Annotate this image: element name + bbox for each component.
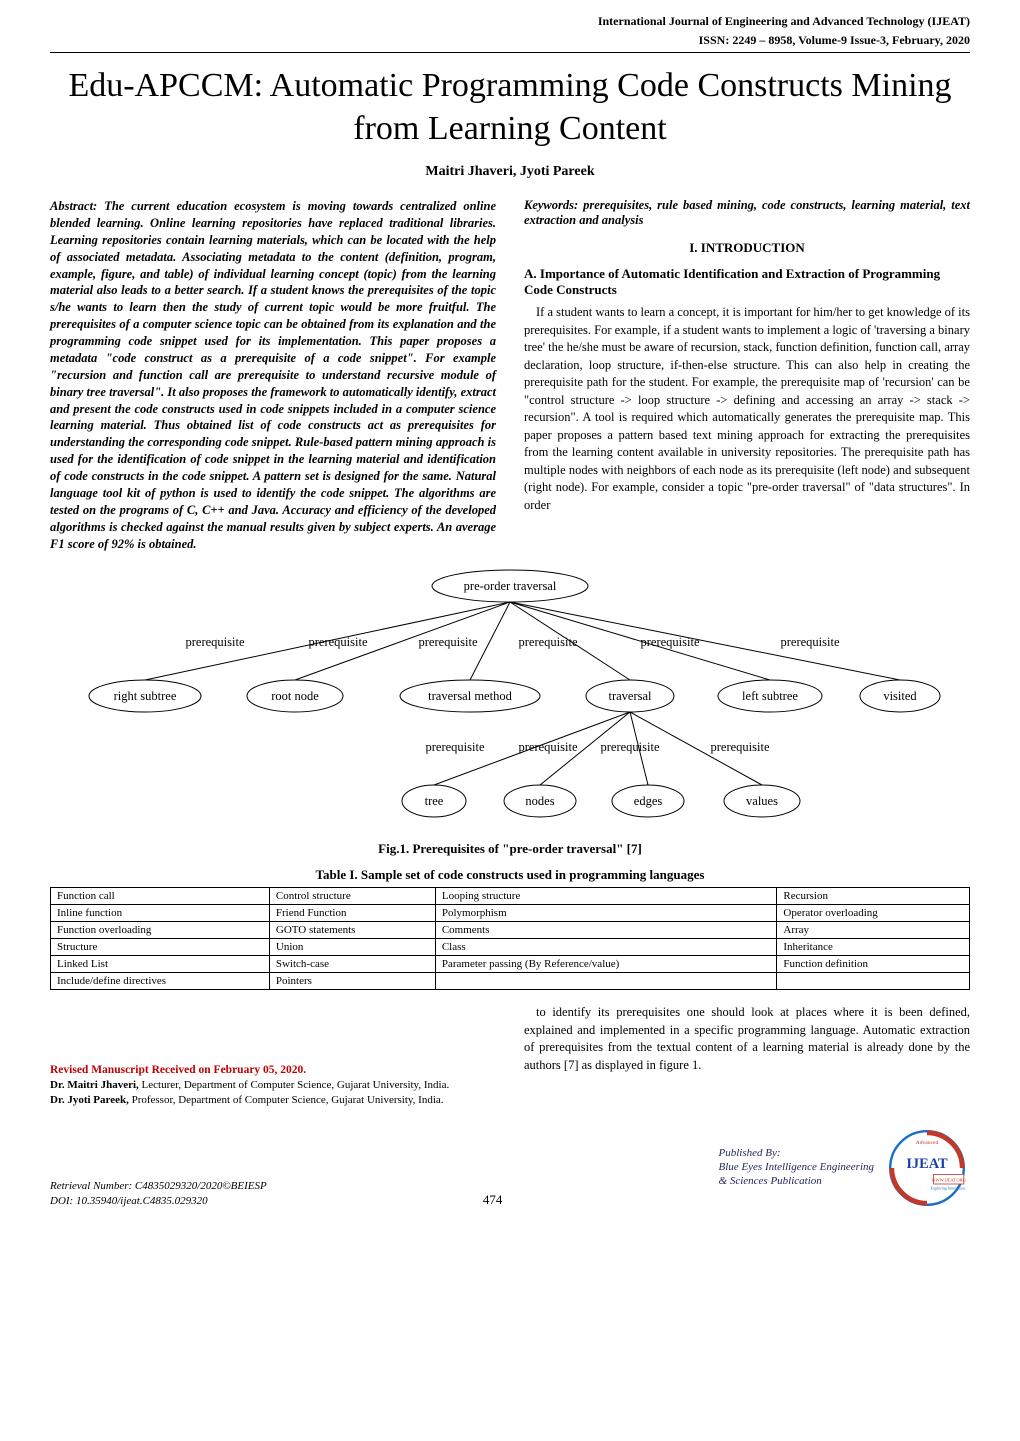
table-row: StructureUnionClassInheritance xyxy=(51,939,970,956)
svg-text:prerequisite: prerequisite xyxy=(780,635,839,649)
footer-right: Published By: Blue Eyes Intelligence Eng… xyxy=(719,1128,970,1208)
table-cell: GOTO statements xyxy=(269,922,435,939)
svg-text:prerequisite: prerequisite xyxy=(518,740,577,754)
svg-text:IJEAT: IJEAT xyxy=(906,1156,948,1172)
footer-left: Retrieval Number: C4835029320/2020©BEIES… xyxy=(50,1179,267,1208)
table-cell: Pointers xyxy=(269,973,435,990)
affil-2-name: Dr. Jyoti Pareek, xyxy=(50,1094,129,1106)
received-heading: Revised Manuscript Received on February … xyxy=(50,1064,496,1076)
table-row: Function overloadingGOTO statementsComme… xyxy=(51,922,970,939)
svg-text:values: values xyxy=(746,794,778,808)
table-row: Inline functionFriend FunctionPolymorphi… xyxy=(51,905,970,922)
table-cell: Include/define directives xyxy=(51,973,270,990)
doi: DOI: 10.35940/ijeat.C4835.029320 xyxy=(50,1194,267,1208)
svg-text:left subtree: left subtree xyxy=(742,689,798,703)
keywords-block: Keywords: prerequisites, rule based mini… xyxy=(524,198,970,228)
svg-text:traversal: traversal xyxy=(608,689,652,703)
subsection-a-heading: A. Importance of Automatic Identificatio… xyxy=(524,266,970,298)
table-cell: Polymorphism xyxy=(435,905,777,922)
intro-body: If a student wants to learn a concept, i… xyxy=(524,304,970,514)
affiliation-2: Dr. Jyoti Pareek, Professor, Department … xyxy=(50,1093,496,1108)
publisher-line-2: & Sciences Publication xyxy=(719,1175,874,1189)
table-cell: Friend Function xyxy=(269,905,435,922)
keywords-label: Keywords: xyxy=(524,198,578,212)
table-cell: Function overloading xyxy=(51,922,270,939)
abstract-text: The current education ecosystem is movin… xyxy=(50,199,496,551)
page-footer: Retrieval Number: C4835029320/2020©BEIES… xyxy=(50,1128,970,1208)
table-cell: Comments xyxy=(435,922,777,939)
table-cell: Looping structure xyxy=(435,888,777,905)
abstract-block: Abstract: The current education ecosyste… xyxy=(50,198,496,552)
affil-1-rest: Lecturer, Department of Computer Science… xyxy=(139,1079,449,1091)
prerequisite-tree-diagram: prerequisite prerequisite prerequisite prer… xyxy=(50,566,970,826)
table-cell: Linked List xyxy=(51,956,270,973)
table-cell: Operator overloading xyxy=(777,905,970,922)
svg-text:right subtree: right subtree xyxy=(114,689,177,703)
svg-text:nodes: nodes xyxy=(525,794,554,808)
svg-text:prerequisite: prerequisite xyxy=(518,635,577,649)
table-row: Function callControl structureLooping st… xyxy=(51,888,970,905)
table-cell: Inheritance xyxy=(777,939,970,956)
svg-text:WWW.IJEAT.ORG: WWW.IJEAT.ORG xyxy=(931,1178,966,1183)
svg-text:prerequisite: prerequisite xyxy=(640,635,699,649)
svg-text:prerequisite: prerequisite xyxy=(710,740,769,754)
retrieval-number: Retrieval Number: C4835029320/2020©BEIES… xyxy=(50,1179,267,1193)
section-1-heading: I. INTRODUCTION xyxy=(524,240,970,256)
svg-text:prerequisite: prerequisite xyxy=(425,740,484,754)
affiliation-1: Dr. Maitri Jhaveri, Lecturer, Department… xyxy=(50,1078,496,1093)
table-cell xyxy=(435,973,777,990)
svg-text:prerequisite: prerequisite xyxy=(418,635,477,649)
table-1: Function callControl structureLooping st… xyxy=(50,887,970,990)
table-1-caption: Table I. Sample set of code constructs u… xyxy=(50,867,970,883)
table-cell: Inline function xyxy=(51,905,270,922)
svg-text:prerequisite: prerequisite xyxy=(600,740,659,754)
authors: Maitri Jhaveri, Jyoti Pareek xyxy=(50,164,970,180)
keywords-text: prerequisites, rule based mining, code c… xyxy=(524,198,970,227)
svg-text:edges: edges xyxy=(634,794,663,808)
header-rule xyxy=(50,52,970,53)
table-cell: Parameter passing (By Reference/value) xyxy=(435,956,777,973)
figure-1: prerequisite prerequisite prerequisite prer… xyxy=(50,566,970,831)
affil-2-rest: Professor, Department of Computer Scienc… xyxy=(129,1094,444,1106)
table-row: Linked ListSwitch-caseParameter passing … xyxy=(51,956,970,973)
svg-text:prerequisite: prerequisite xyxy=(185,635,244,649)
table-cell: Control structure xyxy=(269,888,435,905)
table-cell: Recursion xyxy=(777,888,970,905)
svg-text:Exploring Innovation: Exploring Innovation xyxy=(931,1186,965,1191)
table-cell: Class xyxy=(435,939,777,956)
svg-text:Advanced: Advanced xyxy=(916,1140,939,1146)
ijeat-logo: IJEAT Advanced WWW.IJEAT.ORG Exploring I… xyxy=(884,1128,970,1208)
table-cell: Function call xyxy=(51,888,270,905)
svg-text:pre-order traversal: pre-order traversal xyxy=(464,579,557,593)
svg-text:prerequisite: prerequisite xyxy=(308,635,367,649)
page-number: 474 xyxy=(483,1192,503,1208)
svg-text:tree: tree xyxy=(425,794,444,808)
abstract-label: Abstract: xyxy=(50,199,97,213)
table-cell: Union xyxy=(269,939,435,956)
lower-right-paragraph: to identify its prerequisites one should… xyxy=(524,1004,970,1074)
table-cell: Structure xyxy=(51,939,270,956)
table-cell: Array xyxy=(777,922,970,939)
table-cell xyxy=(777,973,970,990)
affil-1-name: Dr. Maitri Jhaveri, xyxy=(50,1079,139,1091)
table-cell: Function definition xyxy=(777,956,970,973)
journal-name: International Journal of Engineering and… xyxy=(50,0,970,33)
svg-text:root node: root node xyxy=(271,689,319,703)
issn-line: ISSN: 2249 – 8958, Volume-9 Issue-3, Feb… xyxy=(50,33,970,52)
table-row: Include/define directivesPointers xyxy=(51,973,970,990)
figure-1-caption: Fig.1. Prerequisites of "pre-order trave… xyxy=(50,841,970,857)
publisher-line-1: Blue Eyes Intelligence Engineering xyxy=(719,1161,874,1175)
table-cell: Switch-case xyxy=(269,956,435,973)
paper-title: Edu-APCCM: Automatic Programming Code Co… xyxy=(50,65,970,150)
svg-text:traversal method: traversal method xyxy=(428,689,512,703)
svg-text:visited: visited xyxy=(883,689,917,703)
published-by-label: Published By: xyxy=(719,1147,874,1161)
